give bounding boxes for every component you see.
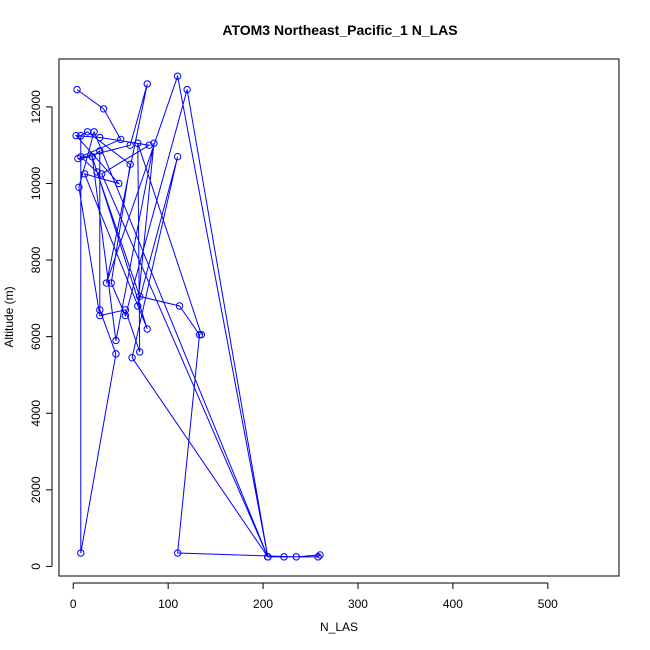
data-point <box>96 147 104 155</box>
y-tick-label: 2000 <box>29 476 43 503</box>
data-point <box>99 105 108 113</box>
data-point <box>134 302 142 310</box>
data-point <box>128 354 136 362</box>
data-point <box>197 331 206 339</box>
data-point <box>96 306 104 314</box>
data-point <box>90 128 98 136</box>
x-axis: 0 100 200 300 400 500 <box>70 582 558 611</box>
y-tick-label: 10000 <box>29 166 43 200</box>
data-point <box>72 131 80 140</box>
data-point <box>145 141 153 149</box>
data-point <box>74 154 82 163</box>
data-point <box>173 72 182 80</box>
y-tick-label: 12000 <box>29 90 43 124</box>
data-point <box>280 553 288 561</box>
x-tick-label: 0 <box>70 597 77 611</box>
y-tick-label: 0 <box>29 563 43 570</box>
data-point <box>183 85 191 94</box>
data-point <box>175 302 184 310</box>
data-point <box>73 85 81 94</box>
y-tick-label: 4000 <box>29 400 43 427</box>
x-axis-label: N_LAS <box>320 620 358 634</box>
data-point <box>150 139 158 147</box>
data-point <box>102 279 111 287</box>
series-layer <box>72 72 324 561</box>
chart-title: ATOM3 Northeast_Pacific_1 N_LAS <box>222 22 457 38</box>
y-tick-label: 8000 <box>29 246 43 273</box>
data-point <box>292 553 300 561</box>
data-point <box>93 168 101 176</box>
data-point <box>143 325 151 333</box>
y-tick-label: 6000 <box>29 323 43 350</box>
data-point <box>173 152 182 161</box>
data-point <box>112 350 120 358</box>
data-point <box>264 553 272 561</box>
x-tick-label: 100 <box>158 597 178 611</box>
data-point <box>135 348 144 356</box>
data-point <box>134 139 142 147</box>
y-axis-label: Altitude (m) <box>2 286 16 347</box>
plot-area <box>58 58 620 577</box>
data-point <box>107 279 115 287</box>
data-point <box>80 170 89 178</box>
data-point <box>77 131 85 140</box>
data-point <box>96 133 104 142</box>
data-point <box>88 152 96 161</box>
data-point <box>121 306 130 314</box>
data-point <box>77 549 85 557</box>
data-point <box>173 549 182 557</box>
data-point <box>195 331 204 339</box>
series-line <box>74 74 322 558</box>
data-point <box>121 311 130 320</box>
x-tick-label: 300 <box>348 597 368 611</box>
data-point <box>314 553 322 561</box>
data-point <box>112 336 120 345</box>
x-tick-label: 500 <box>538 597 558 611</box>
x-tick-label: 400 <box>443 597 463 611</box>
data-point <box>116 135 125 144</box>
data-point <box>98 170 106 178</box>
y-axis: 0 2000 4000 6000 8000 10000 12000 <box>29 90 53 570</box>
data-point <box>126 160 134 169</box>
data-point <box>126 141 134 149</box>
data-point <box>143 80 151 88</box>
data-point <box>75 183 83 191</box>
x-tick-label: 200 <box>253 597 273 611</box>
data-point <box>96 311 104 320</box>
data-point <box>316 551 324 559</box>
data-point <box>115 179 123 188</box>
data-point <box>135 292 144 301</box>
